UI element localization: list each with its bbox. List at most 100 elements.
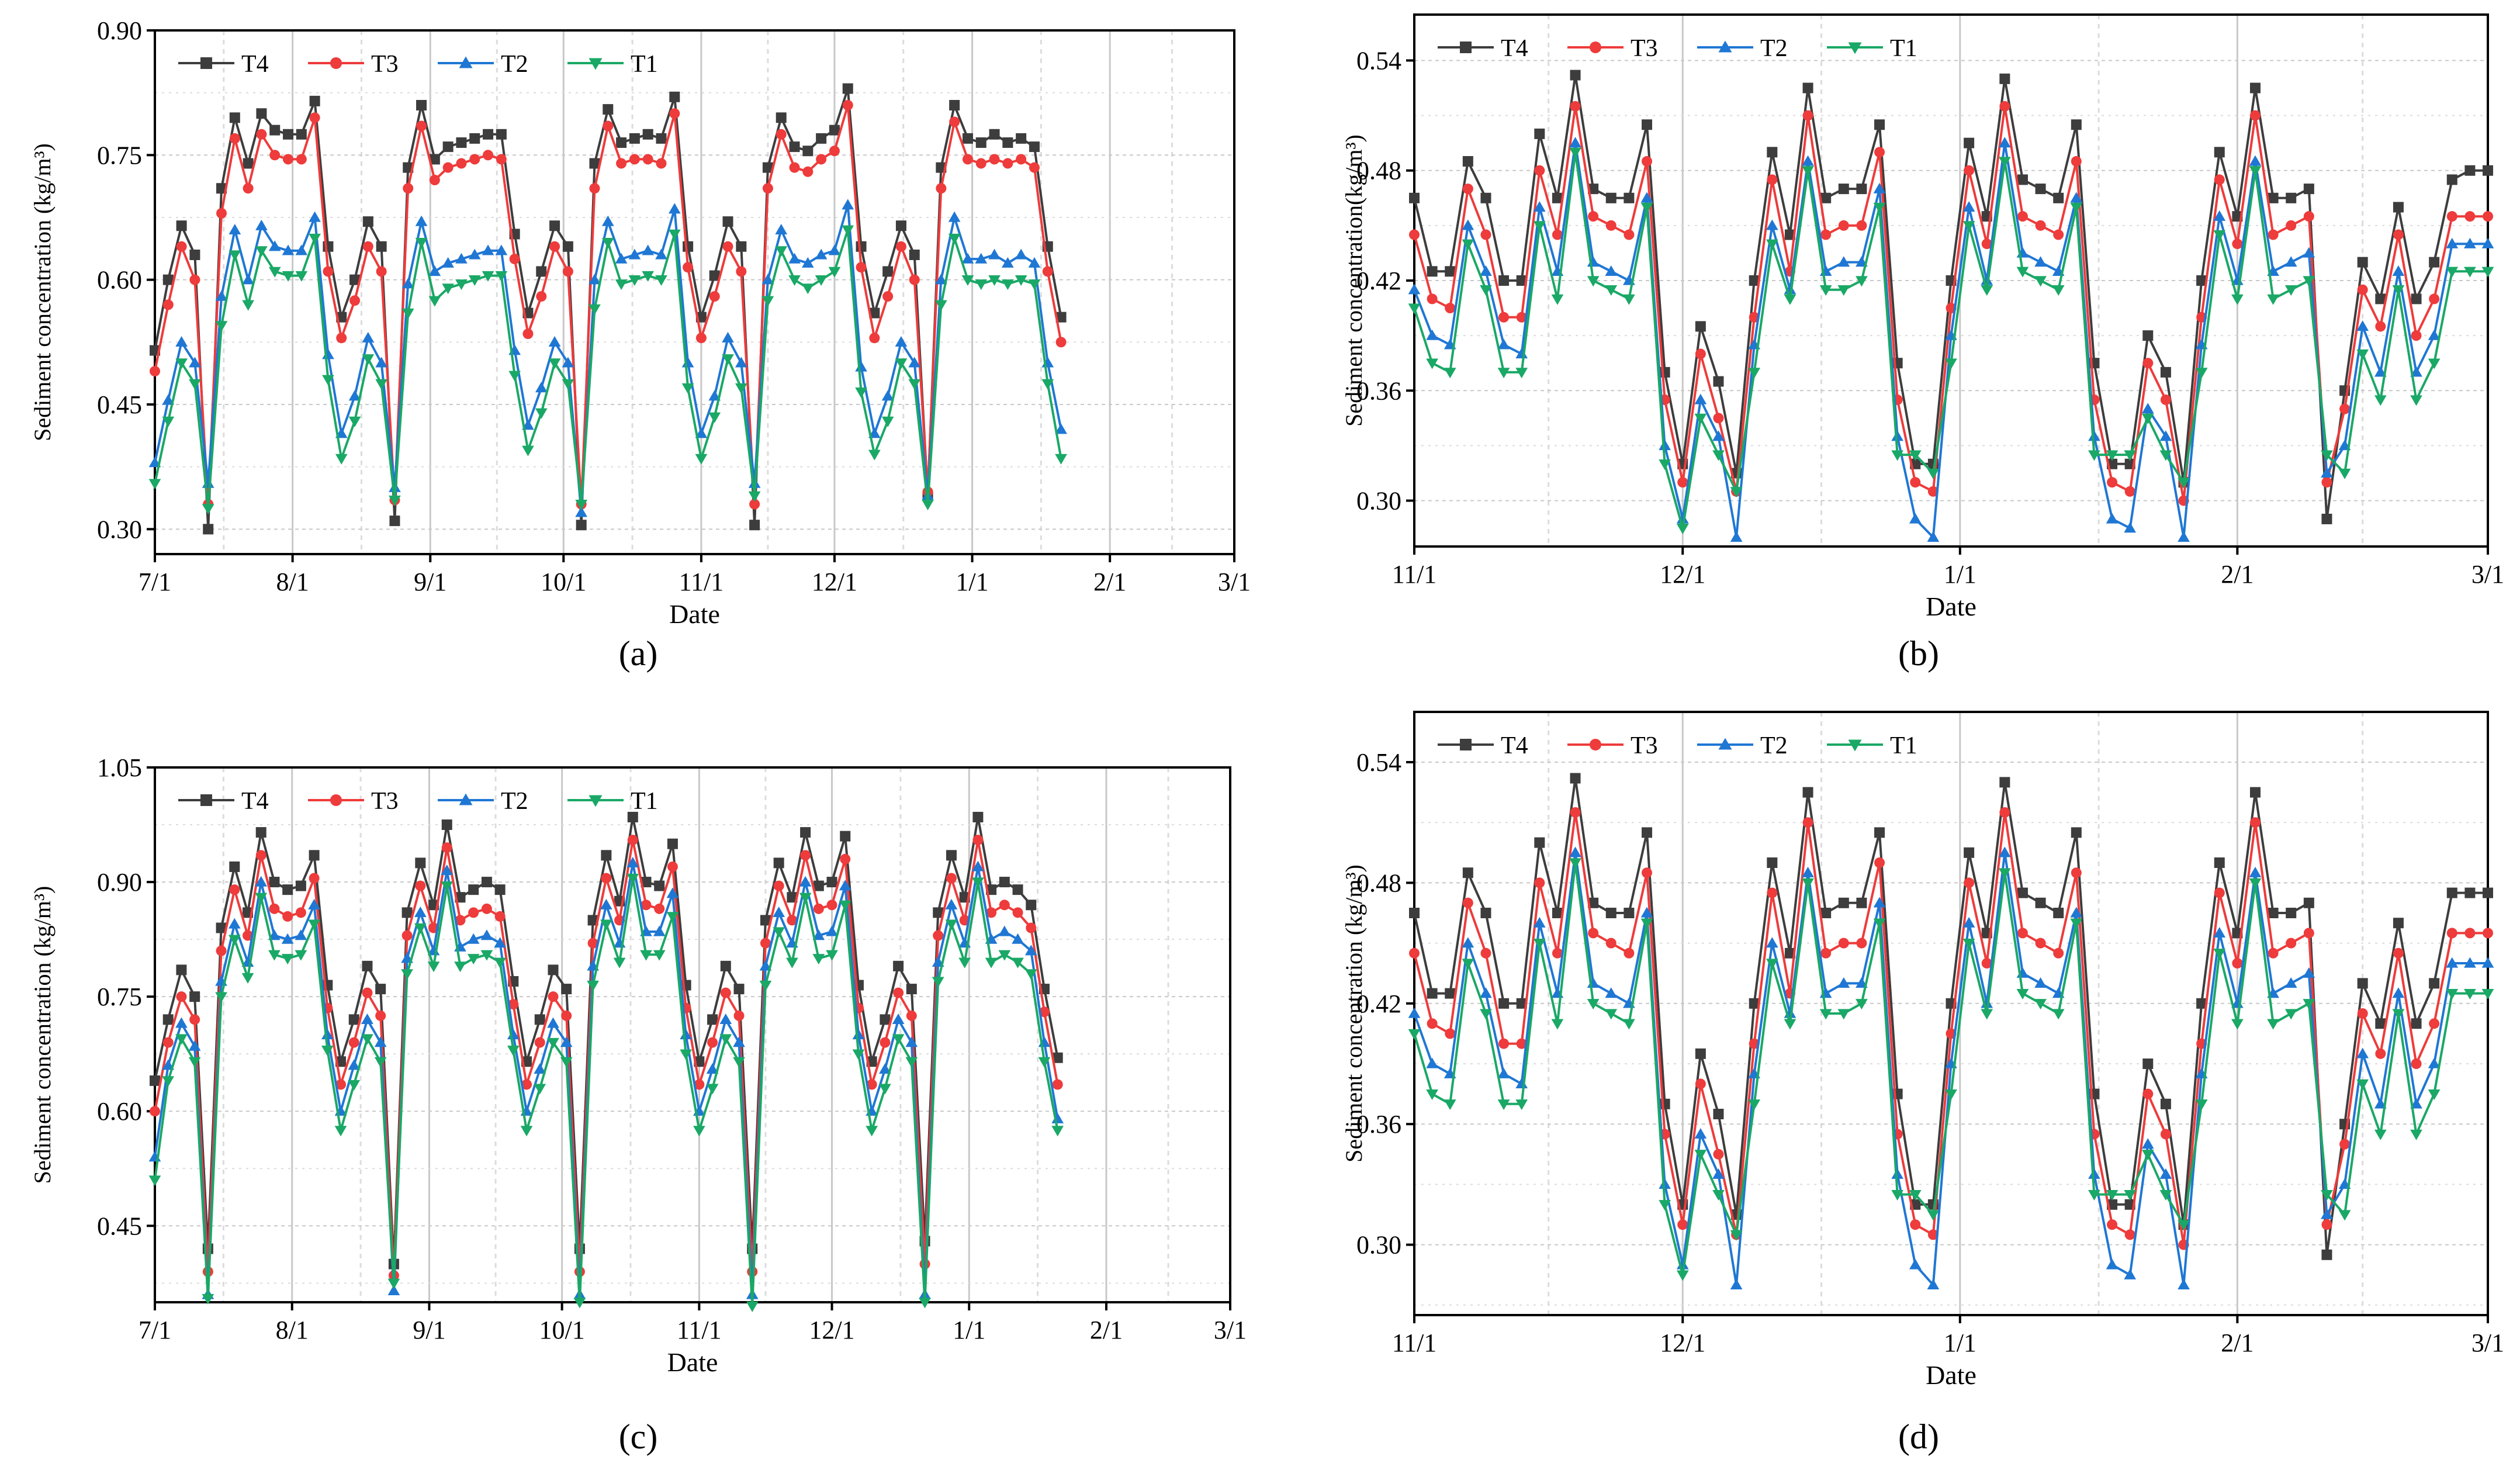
panel-caption: (c) xyxy=(619,1417,658,1456)
data-point-t3 xyxy=(522,328,534,340)
data-point-t2 xyxy=(1015,248,1027,260)
data-point-t3 xyxy=(442,162,454,173)
data-point-t4 xyxy=(840,831,851,842)
data-point-t4 xyxy=(323,241,334,252)
data-point-t2 xyxy=(401,278,414,289)
data-point-t4 xyxy=(2268,192,2279,203)
data-point-t4 xyxy=(802,146,814,157)
data-point-t4 xyxy=(1659,366,1670,378)
data-point-t1 xyxy=(759,980,772,991)
chart-panel-b: 0.30 0.36 0.42 0.48 0.54 11/1 12/1 1/1 2/1 3/1 Dat… xyxy=(1341,13,2504,673)
data-point-t2 xyxy=(242,274,254,285)
legend-label-t4: T4 xyxy=(1501,732,1528,759)
data-point-t4 xyxy=(536,266,547,277)
data-point-t1 xyxy=(642,271,655,282)
data-point-t1 xyxy=(1002,279,1014,290)
data-point-t4 xyxy=(736,241,747,252)
data-point-t4 xyxy=(561,984,572,995)
data-point-t1 xyxy=(1028,279,1041,290)
data-point-t2 xyxy=(441,864,454,876)
legend-label-t3: T3 xyxy=(1631,35,1658,62)
x-tick-label: 10/1 xyxy=(539,1316,585,1344)
data-point-t3 xyxy=(2483,211,2493,222)
data-point-t1 xyxy=(1694,413,1707,424)
data-point-t2 xyxy=(759,960,772,971)
data-point-t2 xyxy=(601,215,614,226)
data-point-t2 xyxy=(189,357,201,368)
data-point-t1 xyxy=(1659,1200,1671,1211)
data-point-t1 xyxy=(2124,450,2137,461)
data-point-t3 xyxy=(348,1037,359,1048)
data-point-t1 xyxy=(1873,918,1886,929)
data-point-t4 xyxy=(880,1014,891,1025)
data-point-t1 xyxy=(1676,1270,1689,1281)
data-point-t3 xyxy=(2142,358,2154,369)
data-point-t1 xyxy=(573,1298,586,1309)
data-point-t2 xyxy=(2088,430,2100,441)
data-point-t3 xyxy=(229,133,240,144)
data-point-t4 xyxy=(349,274,361,285)
data-point-t1 xyxy=(1569,858,1581,869)
data-point-t3 xyxy=(1927,1229,1939,1240)
data-point-t3 xyxy=(481,903,492,914)
data-point-t3 xyxy=(656,158,667,169)
data-point-t2 xyxy=(281,933,294,944)
legend-marker-t2 xyxy=(459,793,473,805)
data-point-t4 xyxy=(1605,908,1616,918)
data-point-t3 xyxy=(1820,229,1832,240)
data-point-t1 xyxy=(1837,1009,1850,1020)
data-point-t3 xyxy=(2071,156,2082,167)
data-point-t2 xyxy=(2464,957,2476,968)
data-point-t1 xyxy=(2284,285,2297,296)
data-point-t3 xyxy=(2268,947,2279,959)
legend-label-t2: T2 xyxy=(1760,732,1788,759)
data-point-t3 xyxy=(2249,817,2261,828)
data-point-t1 xyxy=(2106,1189,2119,1201)
data-point-t4 xyxy=(176,220,187,231)
data-point-t3 xyxy=(880,1037,891,1048)
data-point-t2 xyxy=(467,933,480,944)
y-tick-label: 0.30 xyxy=(97,515,142,544)
data-point-t1 xyxy=(1623,294,1635,305)
data-point-t3 xyxy=(1999,101,2010,112)
data-point-t3 xyxy=(323,266,334,277)
legend-marker-t3 xyxy=(330,794,342,806)
data-point-t4 xyxy=(2286,192,2297,203)
legend-marker-t3 xyxy=(1590,41,1601,53)
data-point-t1 xyxy=(202,1293,214,1305)
data-point-t3 xyxy=(255,850,266,861)
data-point-t4 xyxy=(229,112,240,123)
data-point-t1 xyxy=(2428,358,2441,369)
data-point-t1 xyxy=(1694,1150,1707,1161)
data-point-t2 xyxy=(2481,237,2494,248)
data-point-t4 xyxy=(1427,266,1438,277)
data-point-t2 xyxy=(348,1059,361,1070)
data-point-t2 xyxy=(1426,329,1438,340)
data-point-t4 xyxy=(1552,908,1563,918)
data-point-t3 xyxy=(216,945,227,956)
data-point-t3 xyxy=(1588,928,1599,939)
data-point-t2 xyxy=(1962,916,1975,928)
data-point-t1 xyxy=(2338,468,2351,479)
data-point-t4 xyxy=(2249,82,2261,94)
x-tick-label: 12/1 xyxy=(1660,560,1705,589)
data-point-t4 xyxy=(1964,847,1975,858)
data-point-t3 xyxy=(2286,938,2297,949)
data-point-t1 xyxy=(480,950,493,961)
panel-caption: (d) xyxy=(1898,1417,1939,1456)
data-point-t1 xyxy=(1945,358,1957,369)
data-point-t4 xyxy=(656,133,667,144)
data-point-t3 xyxy=(736,266,747,277)
data-point-t2 xyxy=(2124,522,2137,533)
data-point-t4 xyxy=(2249,787,2261,798)
data-point-t3 xyxy=(1516,1038,1527,1049)
data-point-t2 xyxy=(615,252,628,264)
data-point-t1 xyxy=(1962,938,1975,949)
data-point-t1 xyxy=(1927,468,1940,479)
x-tick-label: 12/1 xyxy=(812,568,857,596)
data-point-t4 xyxy=(1462,156,1473,167)
legend-marker-t1 xyxy=(589,58,603,70)
data-point-t1 xyxy=(202,504,214,515)
data-point-t2 xyxy=(175,335,188,347)
data-point-t2 xyxy=(2213,210,2226,221)
